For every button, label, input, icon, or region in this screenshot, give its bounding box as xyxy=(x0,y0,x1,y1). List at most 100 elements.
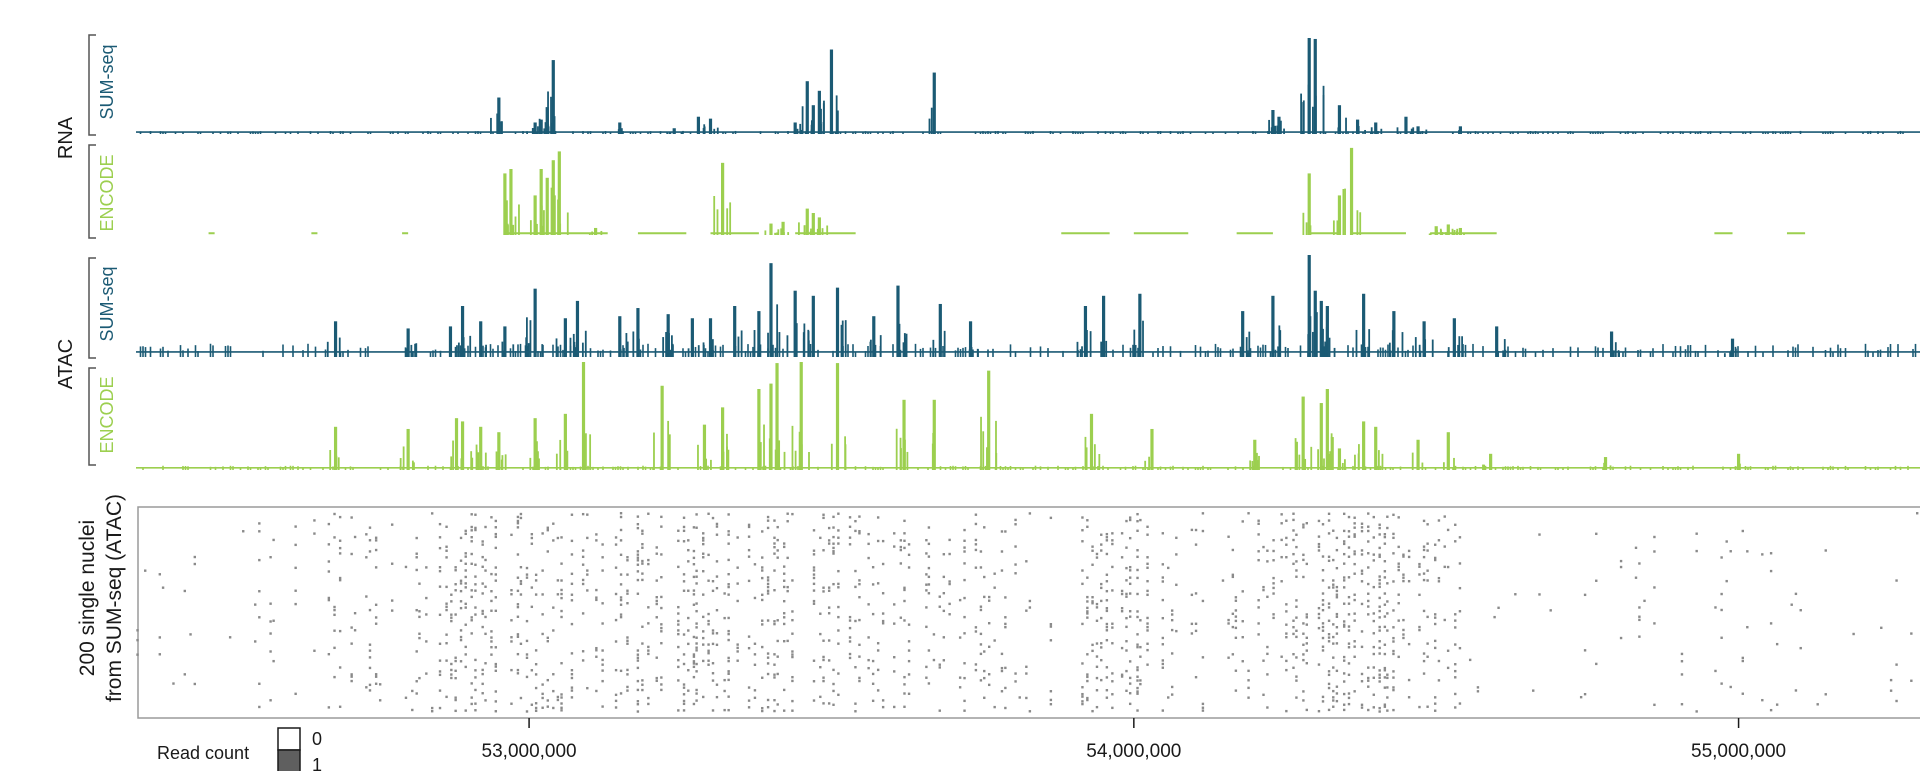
nucleus-read-dot xyxy=(819,612,822,615)
nucleus-read-dot xyxy=(158,653,162,656)
nucleus-read-dot xyxy=(1402,573,1405,576)
track-peak xyxy=(733,306,737,357)
nucleus-read-dot xyxy=(494,646,498,649)
nucleus-read-dot xyxy=(1105,606,1109,610)
nucleus-read-dot xyxy=(258,616,261,619)
nucleus-read-dot xyxy=(822,676,825,679)
nucleus-read-dot xyxy=(786,512,789,515)
nucleus-read-dot xyxy=(1100,678,1103,682)
nucleus-read-dot xyxy=(445,525,448,528)
nucleus-read-dot xyxy=(702,539,705,542)
nucleus-read-dot xyxy=(761,593,764,597)
rna-encode-label: ENCODE xyxy=(97,154,117,231)
nucleus-read-dot xyxy=(1458,586,1462,590)
nucleus-read-dot xyxy=(1418,562,1421,566)
nucleus-read-dot xyxy=(546,699,549,702)
nucleus-read-dot xyxy=(1327,519,1331,522)
nucleus-read-dot xyxy=(1317,519,1321,523)
nucleus-read-dot xyxy=(1392,708,1395,712)
nuclei-label-line2: from SUM-seq (ATAC) xyxy=(103,494,126,702)
nucleus-read-dot xyxy=(761,623,764,626)
nucleus-read-dot xyxy=(1317,535,1321,538)
nucleus-read-dot xyxy=(1004,616,1007,619)
nucleus-read-dot xyxy=(641,532,644,535)
nucleus-read-dot xyxy=(1100,642,1103,645)
nucleus-read-dot xyxy=(753,653,757,656)
nucleus-read-dot xyxy=(294,543,297,547)
nucleus-read-dot xyxy=(1125,649,1128,652)
nucleus-read-dot xyxy=(942,575,946,579)
nucleus-read-dot xyxy=(552,689,555,693)
nucleus-read-dot xyxy=(183,589,186,593)
nucleus-read-dot xyxy=(871,659,875,663)
nucleus-read-dot xyxy=(1125,639,1128,643)
track-peak xyxy=(1089,413,1094,470)
nucleus-read-dot xyxy=(474,688,477,692)
nucleus-read-dot xyxy=(1402,636,1405,640)
nucleus-read-dot xyxy=(1247,512,1250,515)
nucleus-read-dot xyxy=(313,649,316,652)
nucleus-read-dot xyxy=(1128,516,1132,519)
nucleus-read-dot xyxy=(1342,602,1346,605)
nucleus-read-dot xyxy=(1247,679,1250,682)
nucleus-read-dot xyxy=(636,578,640,582)
nucleus-read-dot xyxy=(1347,692,1351,695)
nucleus-read-dot xyxy=(819,695,822,699)
nucleus-read-dot xyxy=(530,586,534,589)
nucleus-read-dot xyxy=(687,548,690,552)
nucleus-read-dot xyxy=(711,642,715,646)
nucleus-read-dot xyxy=(1105,676,1109,679)
nucleus-read-dot xyxy=(655,546,658,549)
rna-group-label: RNA xyxy=(55,116,77,159)
nucleus-read-dot xyxy=(1386,696,1389,699)
track-peak xyxy=(406,428,410,470)
nucleus-read-dot xyxy=(1327,670,1331,673)
nucleus-read-dot xyxy=(1915,512,1919,515)
nucleus-read-dot xyxy=(158,636,162,639)
x-axis: 53,000,000 54,000,000 55,000,000 xyxy=(482,718,1786,762)
nucleus-read-dot xyxy=(530,605,534,609)
nucleus-read-dot xyxy=(1342,586,1346,589)
nucleus-read-dot xyxy=(333,536,336,539)
nucleus-read-dot xyxy=(707,579,710,582)
nucleus-read-dot xyxy=(484,615,487,619)
nucleus-read-dot xyxy=(525,566,529,570)
nucleus-read-dot xyxy=(560,579,563,582)
nucleus-read-dot xyxy=(546,526,549,529)
nucleus-read-dot xyxy=(474,658,477,662)
nucleus-read-dot xyxy=(1347,555,1351,558)
nucleus-read-dot xyxy=(1378,706,1381,710)
nucleus-read-dot xyxy=(766,579,770,582)
nucleus-read-dot xyxy=(338,546,342,550)
nucleus-read-dot xyxy=(438,536,442,539)
nucleus-read-dot xyxy=(1347,613,1351,616)
nucleus-read-dot xyxy=(1241,520,1244,523)
nucleus-read-dot xyxy=(619,669,623,673)
nucleus-read-dot xyxy=(490,599,493,603)
nucleus-read-dot xyxy=(641,543,644,546)
nucleus-read-dot xyxy=(715,560,719,563)
nucleus-read-dot xyxy=(1434,556,1437,560)
nucleus-read-dot xyxy=(1136,690,1139,693)
nucleus-read-dot xyxy=(1454,540,1457,543)
nucleus-read-dot xyxy=(1234,609,1238,612)
nucleus-read-dot xyxy=(470,513,473,516)
nucleus-read-dot xyxy=(1392,626,1395,629)
nucleus-read-dot xyxy=(1332,579,1335,582)
nucleus-read-dot xyxy=(525,619,529,623)
nucleus-read-dot xyxy=(1347,546,1351,549)
nucleus-read-dot xyxy=(470,525,473,529)
nucleus-read-dot xyxy=(570,593,574,596)
nucleus-read-dot xyxy=(1378,609,1381,613)
nucleus-read-dot xyxy=(766,582,770,586)
nucleus-read-dot xyxy=(1353,598,1356,602)
nucleus-read-dot xyxy=(327,570,331,573)
nucleus-read-dot xyxy=(871,699,875,703)
nucleus-read-dot xyxy=(1347,535,1351,538)
nucleus-read-dot xyxy=(983,595,986,599)
nucleus-read-dot xyxy=(1128,582,1132,586)
nucleus-read-dot xyxy=(1367,685,1370,688)
nucleus-read-dot xyxy=(695,670,698,673)
nucleus-read-dot xyxy=(459,629,463,632)
nucleus-read-dot xyxy=(1091,602,1094,605)
